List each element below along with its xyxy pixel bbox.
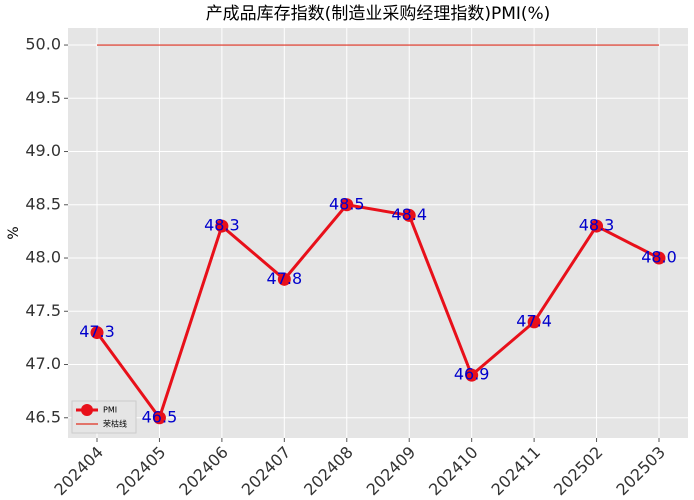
x-tick-label: 202406 [175,443,232,500]
chart-title: 产成品库存指数(制造业采购经理指数)PMI(%) [206,4,551,24]
legend-label: 荣枯线 [103,419,127,429]
y-tick-label: 47.5 [25,301,61,320]
x-tick-label: 202405 [113,443,170,500]
point [590,219,604,233]
x-tick-label: 202410 [425,443,482,500]
point [152,411,166,425]
x-tick-label: 202404 [50,443,107,500]
point [465,368,479,382]
x-tick-label: 202502 [550,443,607,500]
x-tick-label: 202409 [363,443,420,500]
value-label: 48.3 [204,216,240,235]
value-label: 48.3 [579,216,615,235]
x-tick-label: 202408 [300,443,357,500]
x-tick-label: 202411 [487,443,544,500]
value-label: 46.5 [142,407,178,426]
point [277,272,291,286]
legend: PMI 荣枯线 [71,400,137,434]
x-tick-label: 202503 [612,443,669,500]
value-label: 46.9 [454,365,490,384]
plot-area [68,28,688,438]
y-tick-label: 48.0 [25,248,61,267]
legend-label: PMI [103,406,117,415]
value-label: 48.4 [391,205,427,224]
y-tick-label: 47.0 [25,354,61,373]
value-label: 47.3 [79,322,115,341]
y-tick-label: 48.5 [25,194,61,213]
value-label: 47.8 [267,269,303,288]
line [95,203,660,422]
legend-marker [81,404,93,416]
y-tick-label: 46.5 [25,407,61,426]
value-label: 47.4 [516,311,552,330]
point [652,251,666,265]
x-tick-label: 202407 [238,443,295,500]
y-axis-label: % [6,226,22,239]
y-tick-label: 49.5 [25,88,61,107]
point [340,198,354,212]
point [90,326,104,340]
y-tick-label: 50.0 [25,35,61,54]
value-label: 48.0 [641,248,677,267]
point [527,315,541,329]
point [402,208,416,222]
y-tick-label: 49.0 [25,141,61,160]
value-label: 48.5 [329,194,365,213]
point [215,219,229,233]
